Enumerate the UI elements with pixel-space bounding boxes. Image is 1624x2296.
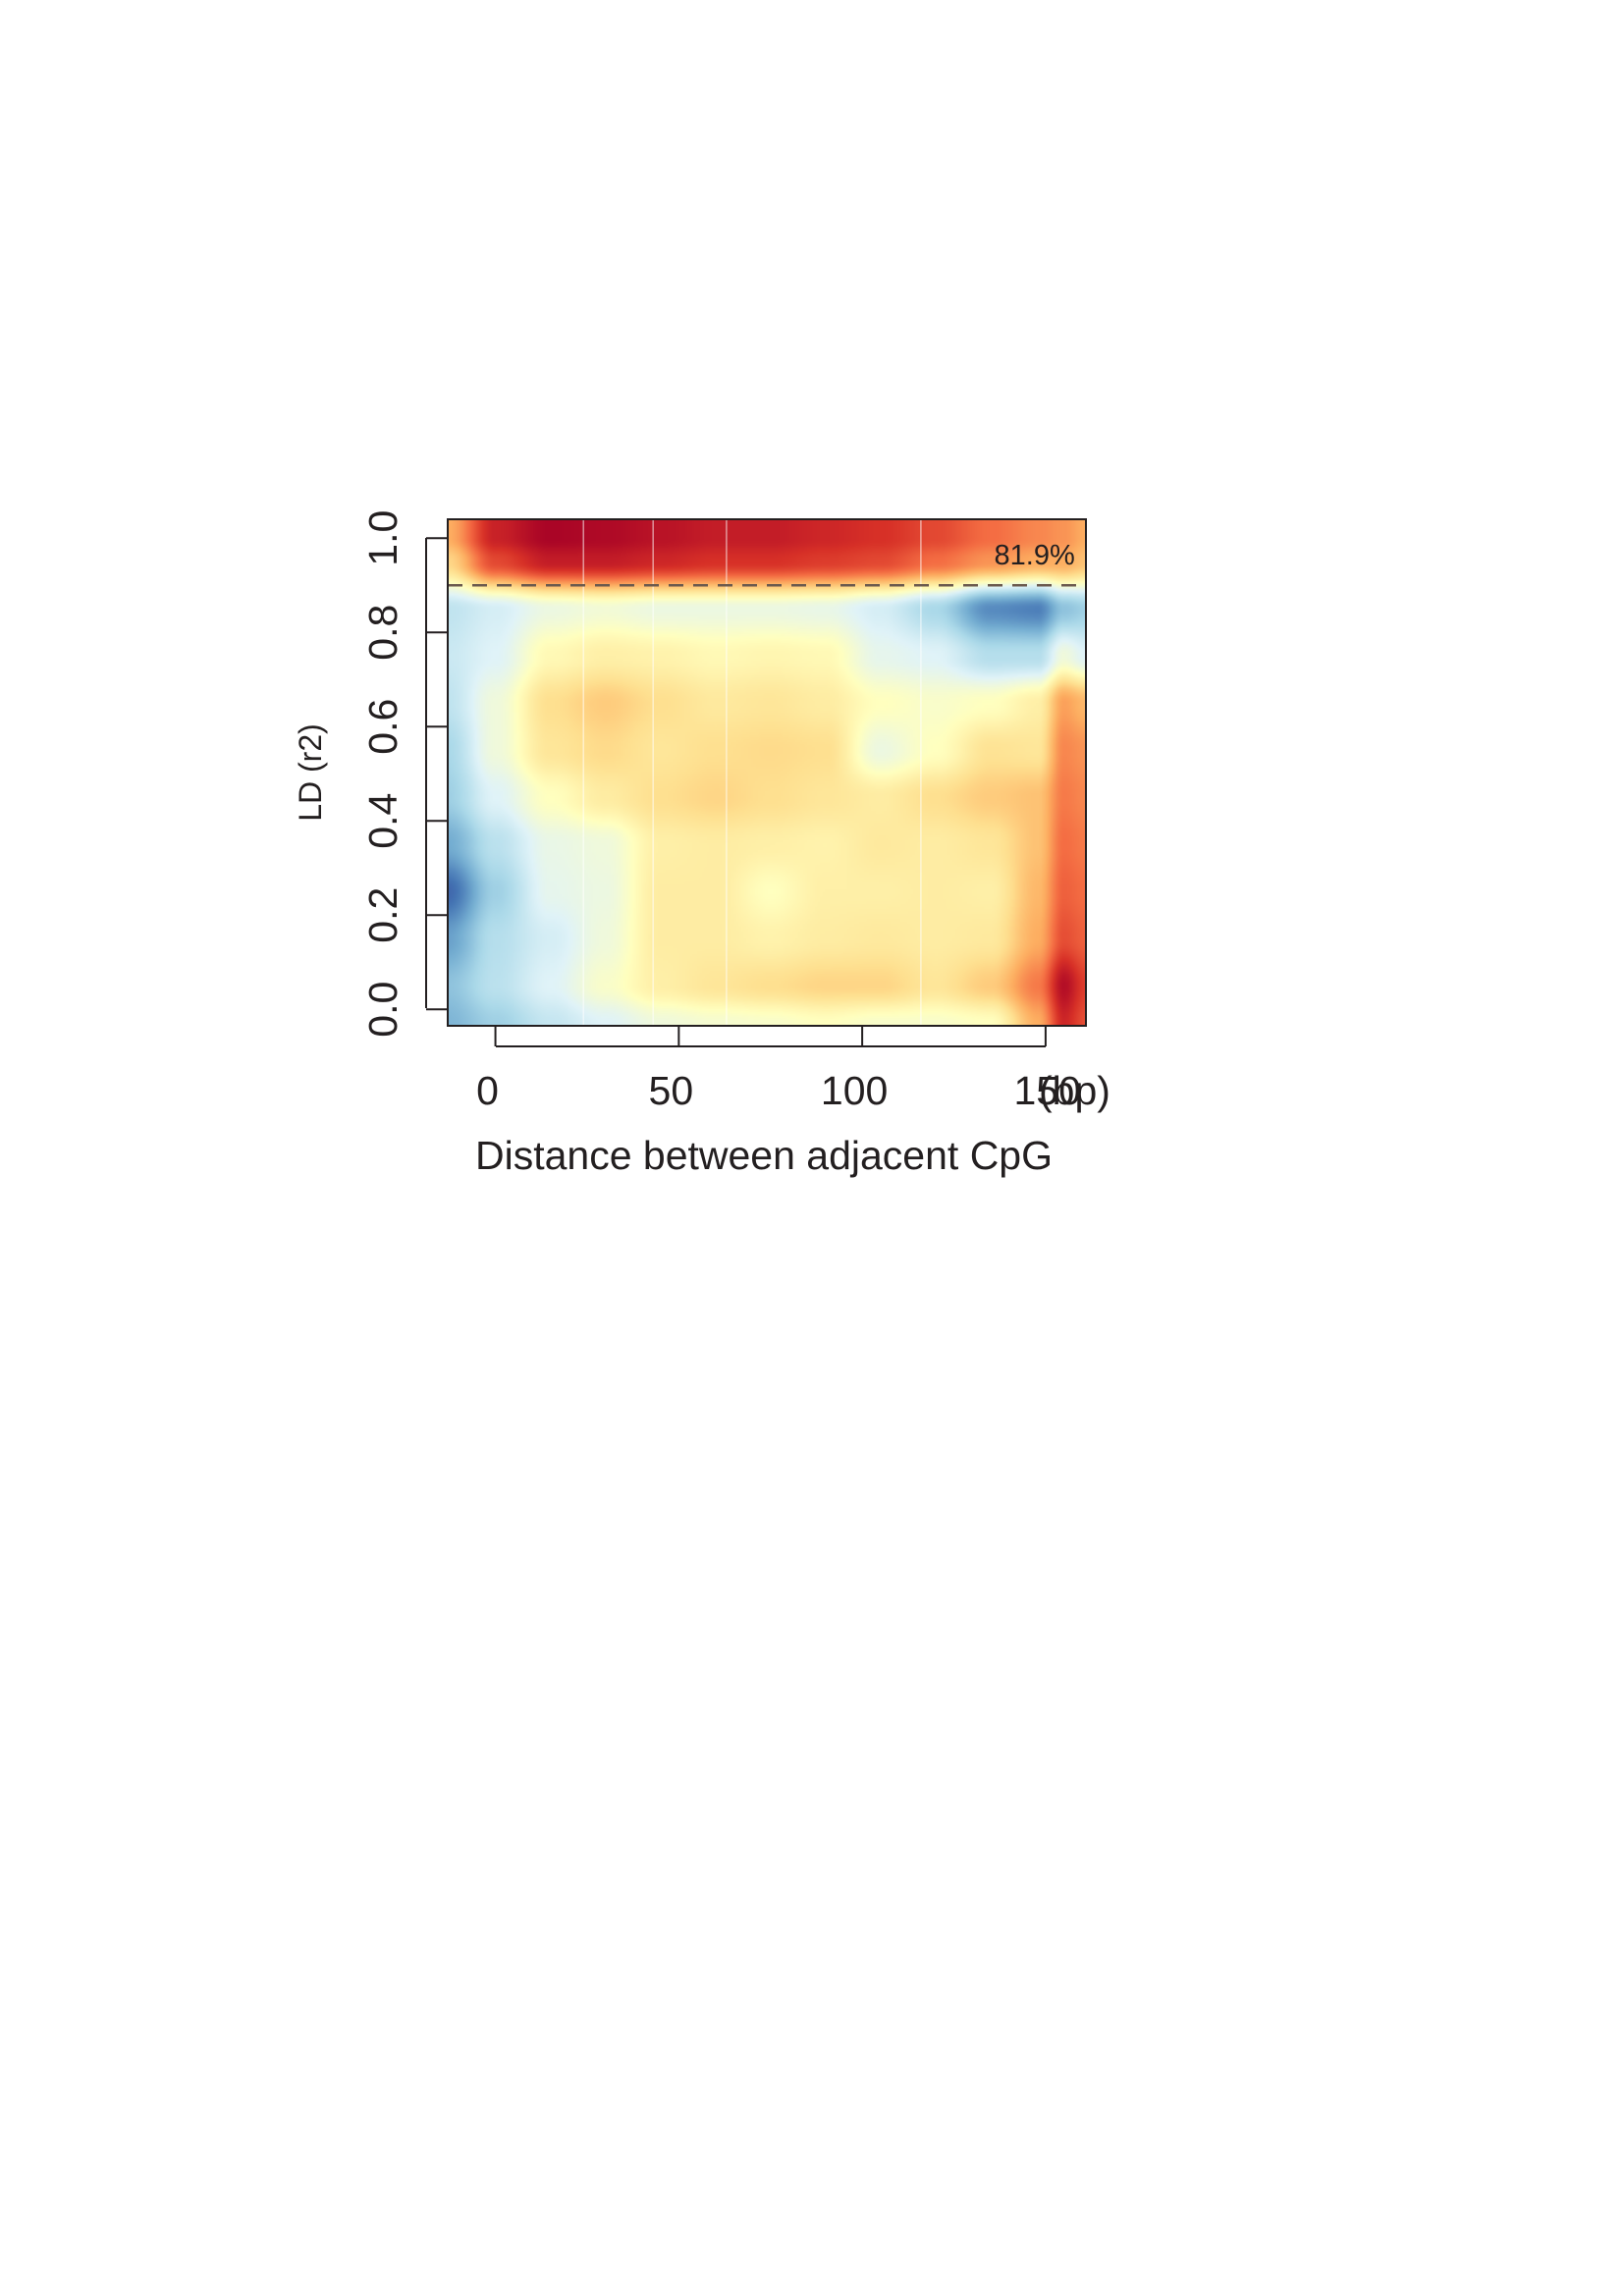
x-axis: (bp) 0 50 100 150: [476, 1026, 1110, 1113]
x-axis-title: Distance between adjacent CpG: [475, 1133, 1053, 1178]
x-axis-unit-label: (bp): [1039, 1068, 1110, 1113]
x-tick-label: 0: [476, 1068, 499, 1113]
y-axis-title: LD (r2): [293, 723, 328, 822]
y-tick-label: 0.8: [360, 605, 406, 661]
plot-area: 81.9%: [447, 518, 1087, 1027]
y-tick-label: 0.4: [360, 793, 406, 849]
density-heatmap: [448, 519, 1086, 1026]
y-tick-label: 0.0: [360, 982, 406, 1038]
y-tick-label: 0.6: [360, 699, 406, 755]
x-tick-label: 50: [649, 1068, 694, 1113]
x-tick-label: 150: [1013, 1068, 1080, 1113]
y-tick-label: 0.2: [360, 887, 406, 943]
plot-frame: [447, 518, 1087, 1027]
x-tick-label: 100: [821, 1068, 888, 1113]
y-axis: 0.0 0.2 0.4 0.6 0.8 1.0: [360, 510, 448, 1038]
percent-annotation: 81.9%: [995, 540, 1075, 571]
y-tick-label: 1.0: [360, 510, 406, 566]
vertical-gridlines: [582, 519, 922, 1026]
